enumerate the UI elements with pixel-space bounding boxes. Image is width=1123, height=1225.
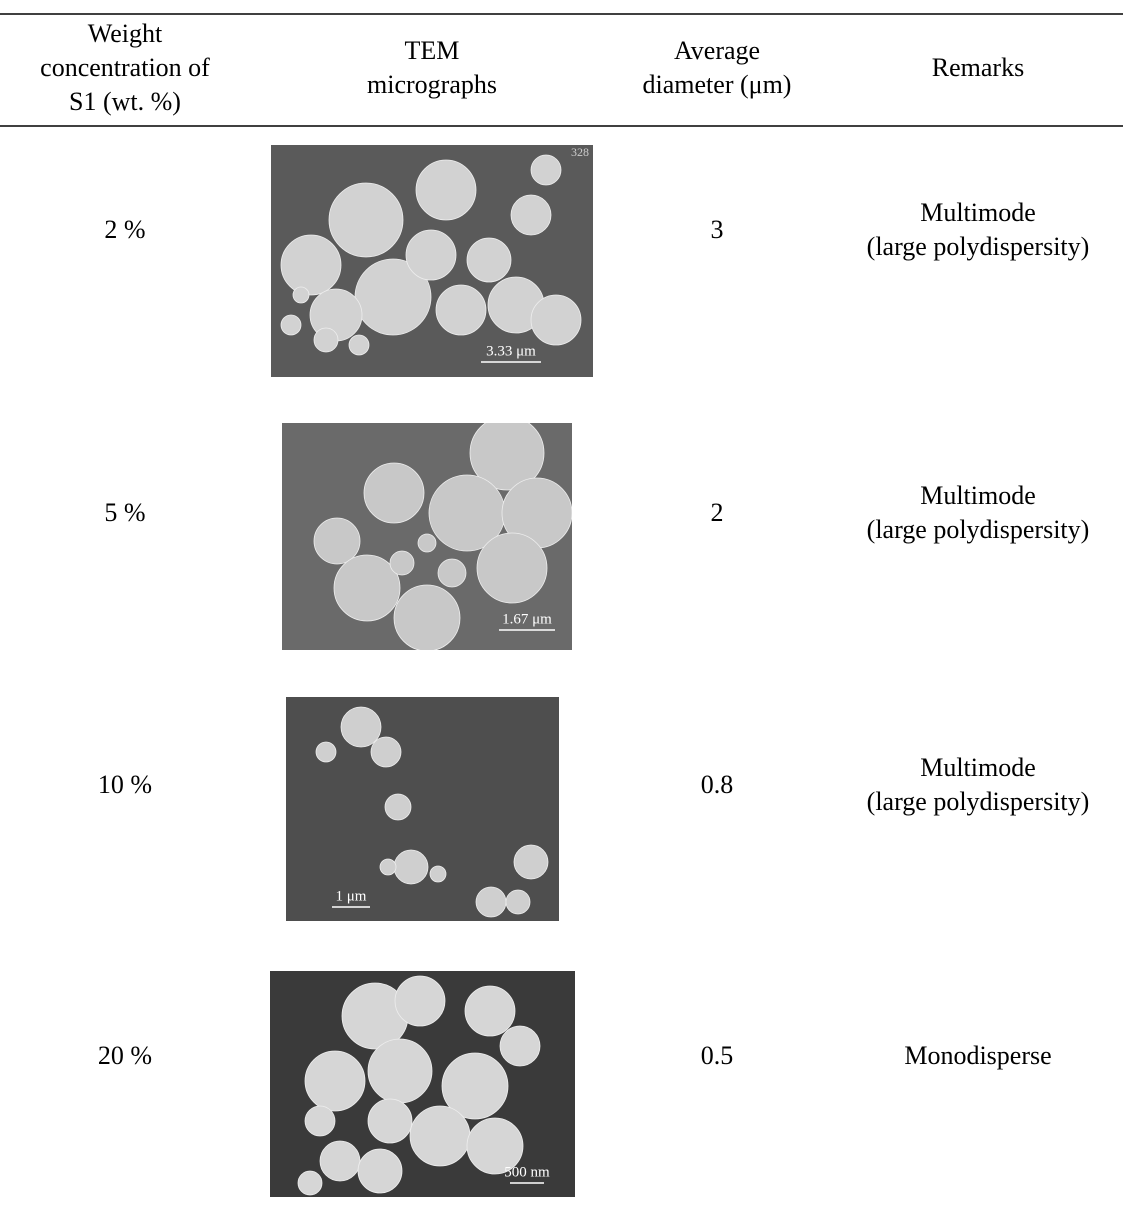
particle bbox=[409, 1105, 471, 1167]
particle bbox=[340, 706, 382, 748]
particle bbox=[417, 533, 437, 553]
micrograph-background bbox=[286, 697, 559, 921]
particle bbox=[297, 1170, 323, 1196]
diameter: 3 bbox=[711, 215, 724, 244]
particle bbox=[415, 159, 477, 221]
particle bbox=[333, 554, 401, 622]
particle bbox=[370, 736, 402, 768]
header-text: micrographs bbox=[367, 70, 497, 99]
concentration: 20 % bbox=[98, 1041, 152, 1070]
particle bbox=[328, 182, 404, 258]
particle bbox=[466, 1117, 524, 1175]
remarks: (large polydispersity) bbox=[867, 787, 1090, 816]
particle bbox=[379, 858, 397, 876]
tem-micrograph: 3.33 μm 328 bbox=[271, 145, 593, 377]
remarks: Multimode bbox=[920, 753, 1036, 782]
scale-label: 3.33 μm bbox=[486, 343, 536, 359]
particle bbox=[405, 229, 457, 281]
header-text: Average bbox=[674, 36, 760, 65]
particle bbox=[389, 550, 415, 576]
diameter: 0.5 bbox=[701, 1041, 734, 1070]
concentration: 10 % bbox=[98, 770, 152, 799]
remarks: (large polydispersity) bbox=[867, 515, 1090, 544]
particle bbox=[513, 844, 549, 880]
particle bbox=[476, 532, 548, 604]
header-text: Weight bbox=[88, 19, 163, 48]
particle bbox=[437, 558, 467, 588]
particle bbox=[280, 314, 302, 336]
tem-micrograph: 1.67 μm bbox=[282, 423, 572, 650]
particle bbox=[499, 1025, 541, 1067]
particle bbox=[280, 234, 342, 296]
remarks: Monodisperse bbox=[904, 1041, 1051, 1070]
particle bbox=[464, 985, 516, 1037]
micrograph-content: 1.67 μm bbox=[282, 423, 572, 650]
micrograph-content: 500 nm bbox=[270, 971, 575, 1197]
particle bbox=[367, 1038, 433, 1104]
particle bbox=[505, 889, 531, 915]
particle bbox=[393, 584, 461, 650]
particle bbox=[315, 741, 337, 763]
micrograph-content: 3.33 μm 328 bbox=[271, 145, 593, 377]
particle bbox=[357, 1148, 403, 1194]
particle bbox=[530, 154, 562, 186]
remarks: Multimode bbox=[920, 481, 1036, 510]
header-text: Remarks bbox=[932, 53, 1024, 82]
remarks: Multimode bbox=[920, 198, 1036, 227]
particle bbox=[292, 286, 310, 304]
particle bbox=[363, 462, 425, 524]
particle bbox=[441, 1052, 509, 1120]
particle bbox=[393, 849, 429, 885]
scale-label: 1.67 μm bbox=[502, 611, 552, 627]
particle bbox=[510, 194, 552, 236]
micrograph-code: 328 bbox=[571, 145, 589, 159]
particle bbox=[319, 1140, 361, 1182]
concentration: 5 % bbox=[104, 498, 145, 527]
diameter: 0.8 bbox=[701, 770, 734, 799]
particle bbox=[429, 865, 447, 883]
particle bbox=[475, 886, 507, 918]
header-text: S1 (wt. %) bbox=[69, 87, 181, 116]
particle bbox=[469, 423, 545, 491]
scale-label: 500 nm bbox=[504, 1164, 550, 1180]
header-text: diameter (μm) bbox=[643, 70, 792, 99]
particle bbox=[304, 1050, 366, 1112]
scale-label: 1 μm bbox=[336, 888, 367, 904]
particle bbox=[384, 793, 412, 821]
tem-micrograph: 500 nm bbox=[270, 971, 575, 1197]
particle bbox=[530, 294, 582, 346]
tem-micrograph: 1 μm bbox=[286, 697, 559, 921]
particle bbox=[313, 327, 339, 353]
header-text: TEM bbox=[405, 36, 460, 65]
particle bbox=[367, 1098, 413, 1144]
particle bbox=[348, 334, 370, 356]
particle bbox=[435, 284, 487, 336]
diameter: 2 bbox=[711, 498, 724, 527]
remarks: (large polydispersity) bbox=[867, 232, 1090, 261]
micrograph-content: 1 μm bbox=[286, 697, 559, 921]
particle bbox=[304, 1105, 336, 1137]
header-text: concentration of bbox=[40, 53, 210, 82]
particle bbox=[394, 975, 446, 1027]
particle bbox=[313, 517, 361, 565]
particle bbox=[466, 237, 512, 283]
concentration: 2 % bbox=[104, 215, 145, 244]
